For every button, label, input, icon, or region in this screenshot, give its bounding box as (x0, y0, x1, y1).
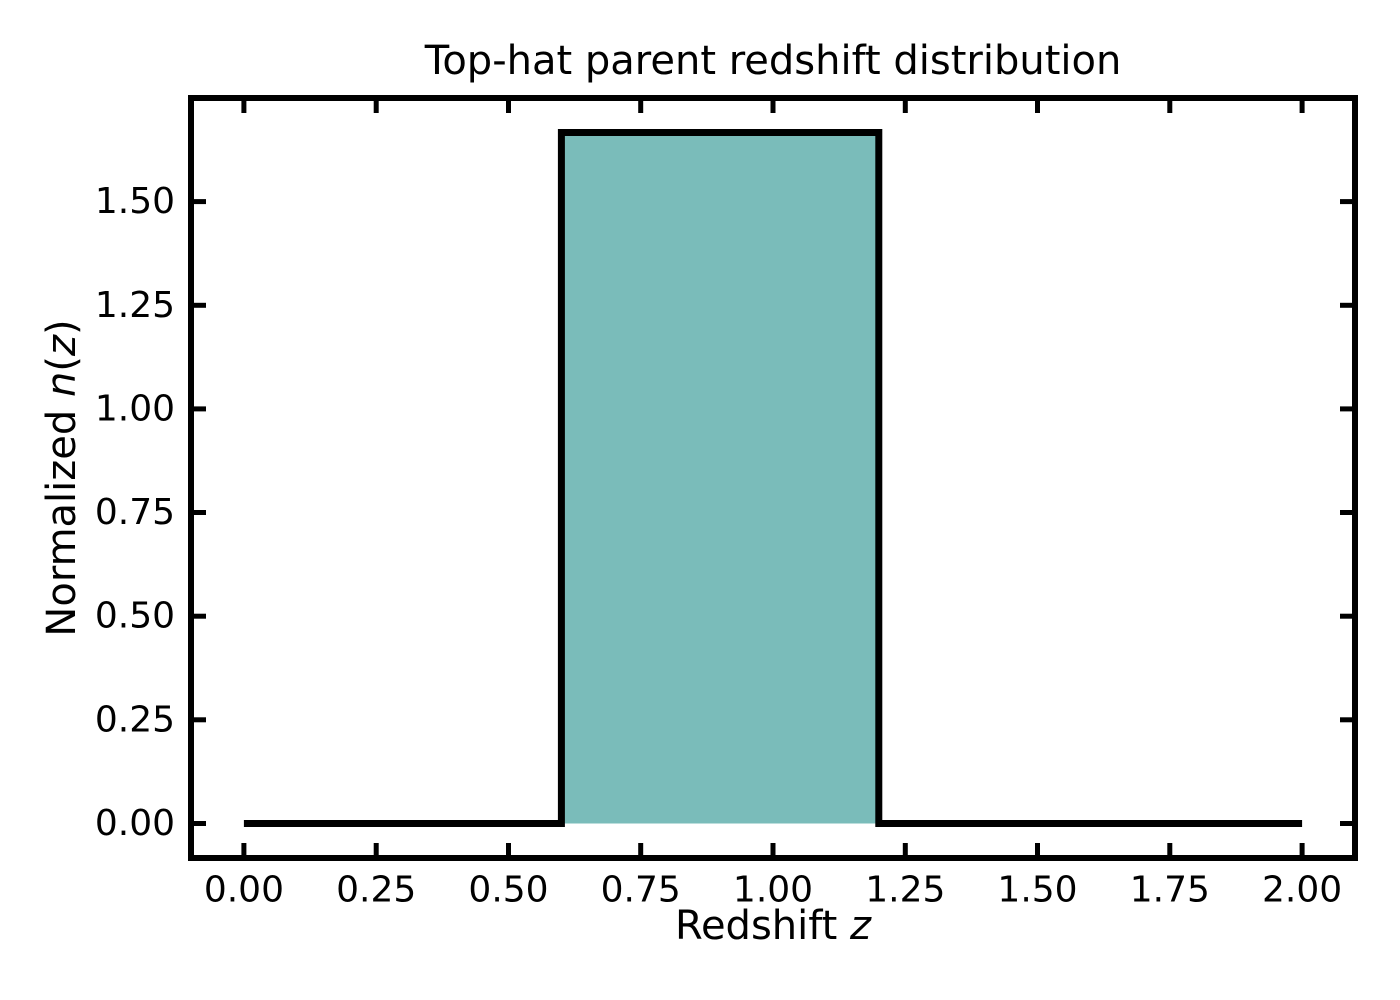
x-tick-label: 0.75 (601, 870, 681, 911)
tophat-step-area (243, 129, 1303, 827)
x-axis-label: Redshift z (191, 903, 1355, 949)
axes-frame (188, 95, 1358, 861)
y-axis-label-paren-close: ) (39, 319, 85, 336)
x-axis-label-text: Redshift (674, 903, 838, 949)
y-axis-label-math-z: z (39, 335, 85, 357)
x-axis-label-math: z (850, 903, 872, 949)
x-tick-label: 1.00 (733, 870, 813, 911)
y-tick-label: 1.25 (95, 285, 175, 326)
y-tick-label: 1.00 (95, 388, 175, 429)
y-axis-label-text: Normalized (39, 409, 85, 637)
x-tick-label: 1.25 (865, 870, 945, 911)
x-tick-label: 2.00 (1262, 870, 1342, 911)
y-tick-label: 0.75 (95, 492, 175, 533)
x-tick-label: 0.00 (204, 870, 284, 911)
y-tick-label: 1.50 (95, 181, 175, 222)
y-tick-label: 0.00 (95, 803, 175, 844)
y-axis-label-paren-open: ( (39, 356, 85, 372)
chart-title: Top-hat parent redshift distribution (424, 38, 1122, 84)
y-axis-label: Normalized n(z) (39, 319, 85, 636)
y-tick-label: 0.50 (95, 596, 175, 637)
x-tick-label: 1.75 (1130, 870, 1210, 911)
y-axis-label-math-n: n (39, 371, 85, 398)
x-tick-label: 1.50 (997, 870, 1077, 911)
x-tick-label: 0.25 (336, 870, 416, 911)
y-tick-label: 0.25 (95, 699, 175, 740)
x-tick-label: 0.50 (468, 870, 548, 911)
